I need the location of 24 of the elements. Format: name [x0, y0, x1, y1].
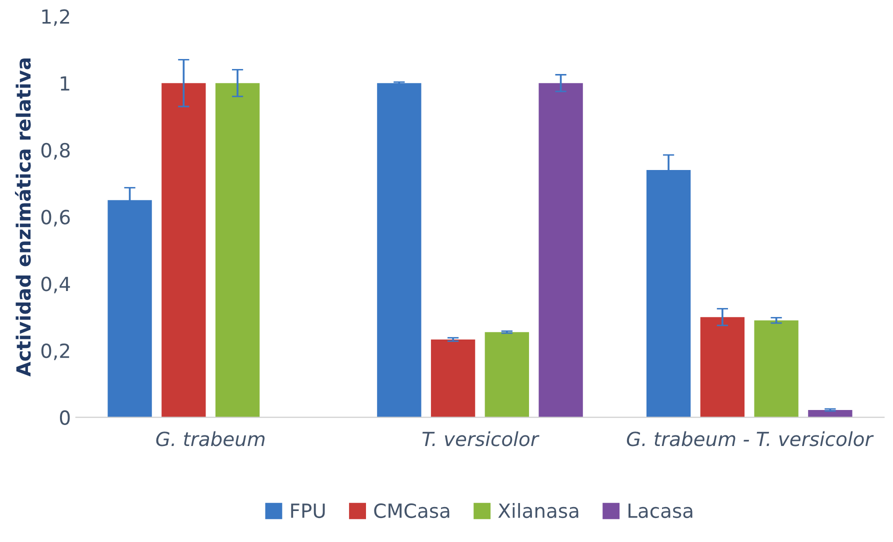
bar: [162, 83, 206, 418]
bar: [430, 339, 476, 418]
y-tick-label: 0: [60, 410, 70, 426]
y-tick-label: 0,8: [41, 142, 70, 160]
bar: [377, 83, 422, 418]
bar: [484, 332, 530, 418]
bar: [538, 83, 583, 418]
legend-label: CMCasa: [374, 503, 450, 518]
bar: [700, 317, 745, 418]
y-tick-label: 1: [60, 76, 70, 90]
y-tick-label: 0,4: [41, 276, 70, 294]
x-tick-label: T. versicolor: [422, 431, 540, 446]
bar: [808, 410, 852, 418]
legend-label: Lacasa: [628, 504, 692, 518]
y-tick-label: 1,2: [42, 9, 70, 26]
bar: [754, 320, 798, 418]
legend-label: Xilanasa: [498, 503, 578, 518]
legend-label: FPU: [291, 504, 325, 518]
y-tick-label: 0,6: [41, 210, 70, 226]
x-tick-label: G. trabeum: [156, 431, 265, 446]
bar: [215, 83, 260, 418]
x-tick-label: G. trabeum - T. versicolor: [626, 431, 874, 446]
y-tick-label: 0,2: [41, 343, 70, 360]
y-axis-title: Actividad enzimática relativa: [14, 58, 31, 377]
